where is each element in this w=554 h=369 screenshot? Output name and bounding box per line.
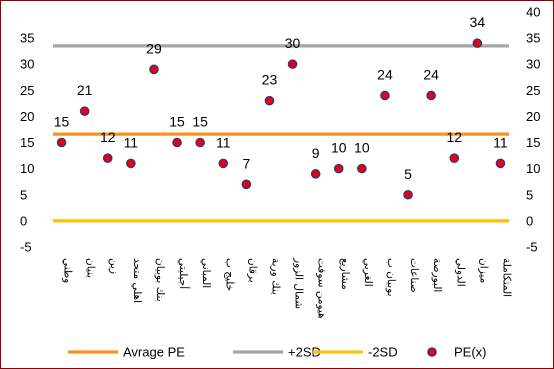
left-y-tick: 0	[20, 213, 27, 228]
legend: Avrage PE +2SD -2SD PE(x)	[68, 345, 487, 360]
left-y-tick: 20	[20, 109, 34, 124]
left-y-tick: 25	[20, 83, 34, 98]
right-y-tick: 20	[526, 109, 540, 124]
pe-point	[357, 163, 367, 174]
legend-label: PE(x)	[454, 345, 487, 360]
category-label: خليج ب	[223, 258, 235, 291]
pe-point	[426, 90, 436, 101]
pe-point	[380, 90, 390, 101]
pe-point	[333, 163, 344, 174]
legend-label: Avrage PE	[123, 345, 185, 360]
right-y-tick: 0	[526, 213, 533, 228]
pe-point	[403, 189, 413, 200]
data-label: 34	[470, 14, 486, 30]
category-label: وطني	[62, 258, 74, 283]
pe-point	[56, 137, 67, 148]
category-label: المتكاملة	[500, 258, 512, 297]
data-label: 10	[331, 140, 347, 156]
right-y-tick: 5	[526, 187, 533, 202]
right-y-tick: 25	[526, 83, 540, 98]
data-label: 11	[216, 134, 231, 150]
data-label: 15	[192, 114, 208, 130]
category-label: أجيليتي	[177, 258, 191, 289]
category-label: بنك وربة	[269, 258, 281, 295]
right-y-tick: 15	[526, 135, 540, 150]
category-label: الدولي	[454, 258, 466, 287]
data-label: 24	[423, 66, 439, 82]
category-label: شمال الزور	[293, 257, 305, 309]
pe-point	[287, 59, 298, 69]
pe-point	[472, 38, 483, 49]
data-label: 12	[446, 129, 462, 145]
category-label: مشاريع	[339, 258, 351, 290]
pe-point	[79, 106, 90, 116]
data-label: 11	[124, 134, 139, 150]
category-label: البورصة	[431, 258, 443, 292]
data-label: 29	[146, 40, 162, 56]
data-label: 7	[242, 155, 250, 171]
left-y-tick: 10	[20, 161, 34, 176]
pe-point	[310, 169, 321, 179]
legend-swatch	[427, 347, 437, 357]
category-labels: وطني بنيان زين اهلي متحد بنك بوبيان أجيليتي ال…	[62, 257, 513, 319]
pe-point	[241, 179, 252, 190]
category-label: الغربي	[362, 258, 374, 287]
data-label: 24	[377, 66, 393, 82]
category-label: بنيان	[85, 258, 97, 278]
reference-lines	[53, 44, 509, 223]
pe-point	[126, 158, 136, 169]
data-label: 21	[77, 82, 93, 98]
pe-point	[218, 158, 229, 169]
pe-point	[102, 153, 113, 163]
category-label: المباني	[200, 258, 212, 288]
data-label: 30	[285, 35, 301, 51]
legend-label: -2SD	[368, 345, 398, 360]
right-y-tick: -5	[526, 240, 538, 255]
data-label: 9	[312, 145, 320, 161]
data-label: 11	[493, 134, 508, 150]
category-label: اهلي متحد	[131, 258, 143, 303]
category-label: هيومن سوفت	[316, 258, 328, 319]
category-label: ميزان	[477, 258, 489, 283]
left-y-tick: -5	[20, 240, 32, 255]
left-y-tick: 30	[20, 57, 34, 72]
category-label: زين	[108, 258, 120, 274]
pe-point	[172, 137, 182, 148]
pe-point	[264, 95, 275, 106]
right-y-tick: 35	[526, 31, 540, 46]
data-label: 15	[54, 114, 70, 130]
category-label: صناعات	[408, 258, 420, 293]
pe-points	[56, 38, 506, 200]
category-label: بنك بوبيان	[154, 258, 166, 302]
left-y-tick: 5	[20, 187, 27, 202]
left-y-tick: 15	[20, 135, 34, 150]
pe-point	[149, 64, 159, 75]
category-label: برقان	[246, 258, 258, 283]
right-y-tick: 10	[526, 161, 540, 176]
data-label: 15	[169, 114, 185, 130]
left-y-axis: -5 0 5 10 15 20 25 30 35	[20, 31, 34, 255]
right-y-axis: -5 0 5 10 15 20 25 30 35 40	[526, 5, 540, 255]
data-label: 10	[354, 140, 370, 156]
data-label: 12	[100, 129, 116, 145]
legend-label: +2SD	[288, 345, 321, 360]
data-labels: 15 21 12 11 29 15 15 11 7 23 30 9 10 10 24 5 24 12 34 11	[54, 14, 508, 182]
pe-point	[195, 137, 205, 148]
pe-point	[495, 158, 506, 169]
right-y-tick: 30	[526, 57, 540, 72]
category-label: بوبيان ب	[385, 258, 397, 297]
data-label: 5	[404, 166, 412, 182]
left-y-tick: 35	[20, 31, 34, 46]
data-label: 23	[262, 72, 278, 88]
right-y-tick: 40	[526, 5, 540, 20]
pe-point	[449, 153, 460, 163]
